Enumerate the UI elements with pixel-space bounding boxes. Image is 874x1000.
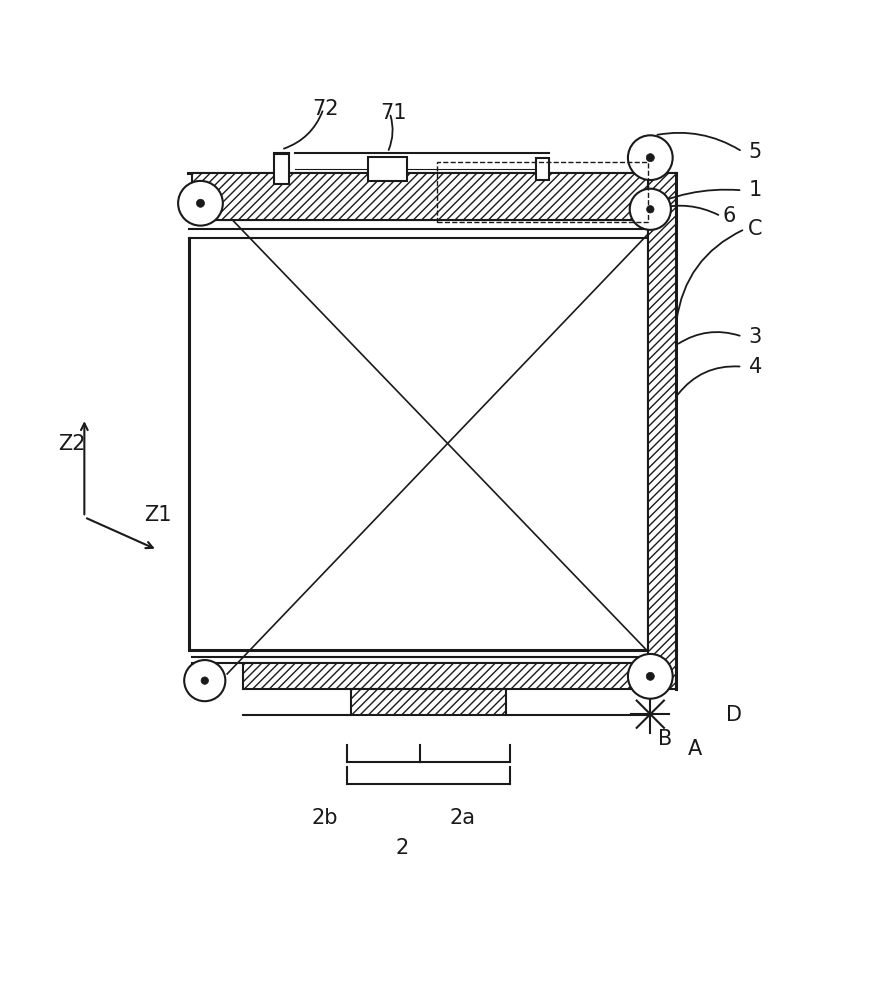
Bar [536, 158, 549, 180]
Circle shape [197, 199, 205, 207]
Text: 1: 1 [749, 180, 762, 200]
Circle shape [647, 206, 654, 213]
Bar [437, 162, 648, 222]
Text: C: C [748, 219, 762, 239]
Circle shape [628, 654, 673, 699]
Text: 72: 72 [312, 99, 338, 119]
Bar [368, 157, 407, 181]
Circle shape [628, 135, 673, 180]
Text: 4: 4 [749, 357, 762, 377]
Circle shape [184, 660, 225, 701]
Bar [244, 663, 648, 689]
Text: A: A [688, 739, 702, 759]
Text: 6: 6 [723, 206, 736, 226]
Text: 2b: 2b [312, 808, 338, 828]
Bar [351, 689, 506, 715]
Text: B: B [658, 729, 672, 749]
Text: 3: 3 [749, 327, 762, 347]
Bar [648, 173, 676, 689]
Bar [274, 154, 289, 184]
Text: 2a: 2a [450, 808, 475, 828]
Text: Z1: Z1 [143, 505, 171, 525]
Text: Z2: Z2 [58, 434, 85, 454]
Circle shape [630, 189, 671, 230]
Circle shape [178, 181, 223, 226]
Circle shape [646, 154, 655, 162]
Text: D: D [725, 705, 742, 725]
Text: 2: 2 [396, 838, 409, 858]
Circle shape [646, 672, 655, 680]
Text: 5: 5 [749, 142, 762, 162]
Circle shape [201, 677, 209, 684]
Bar [192, 173, 648, 220]
Text: 71: 71 [381, 103, 407, 123]
